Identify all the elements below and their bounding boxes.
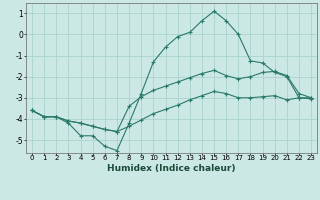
X-axis label: Humidex (Indice chaleur): Humidex (Indice chaleur) (107, 164, 236, 173)
